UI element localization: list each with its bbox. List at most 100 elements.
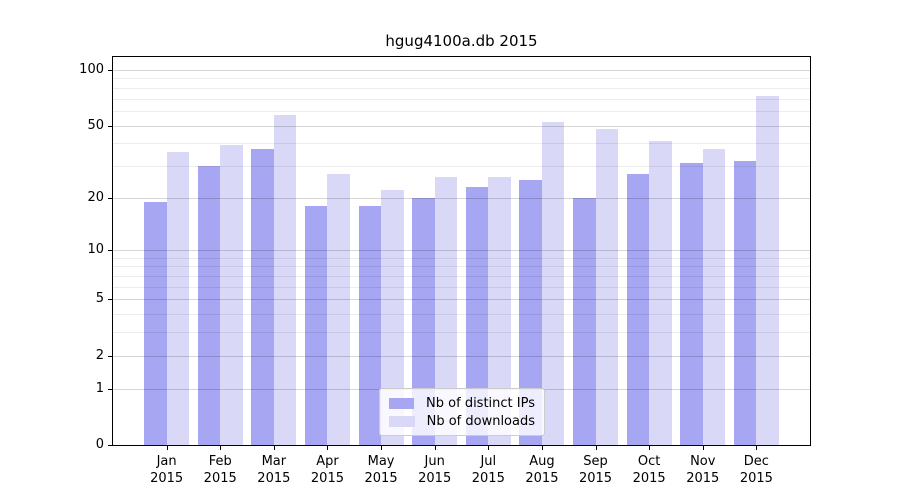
- minor-gridline: [113, 266, 810, 268]
- y-tick: [108, 299, 113, 301]
- y-tick: [108, 125, 113, 127]
- x-label-year: 2015: [578, 471, 613, 486]
- legend: Nb of distinct IPs Nb of downloads: [379, 388, 545, 436]
- x-tick: [488, 446, 490, 450]
- bar-distinct-ips: [197, 165, 221, 445]
- x-label-year: 2015: [632, 471, 666, 486]
- bar-downloads: [381, 190, 404, 445]
- x-label-year: 2015: [418, 471, 452, 486]
- bar-distinct-ips: [733, 160, 757, 445]
- bar-distinct-ips: [573, 197, 596, 445]
- x-tick-label: Apr 2015: [300, 453, 354, 487]
- x-tick-label: Sep 2015: [569, 453, 623, 487]
- bar-distinct-ips: [412, 197, 435, 445]
- x-label-month: Feb: [208, 454, 232, 469]
- x-tick: [649, 446, 651, 450]
- x-tick-label: Dec 2015: [729, 453, 783, 487]
- x-tick: [541, 446, 543, 450]
- minor-gridline: [113, 276, 810, 278]
- x-label-month: May: [367, 454, 395, 469]
- bar-downloads: [649, 141, 672, 445]
- legend-swatch-distinct-ips: [389, 397, 415, 409]
- major-gridline: [113, 197, 810, 199]
- minor-gridline: [113, 257, 810, 259]
- y-tick-label: 10: [87, 242, 104, 258]
- x-label-month: Jul: [480, 454, 497, 469]
- x-tick: [166, 446, 168, 450]
- y-tick-label: 1: [95, 380, 104, 396]
- bar-downloads: [327, 174, 350, 445]
- x-label-month: Nov: [690, 454, 716, 469]
- x-tick-label: May 2015: [354, 453, 408, 487]
- x-tick: [273, 446, 275, 450]
- legend-swatch-downloads: [389, 415, 415, 427]
- legend-label-distinct-ips: Nb of distinct IPs: [426, 395, 535, 411]
- x-tick: [595, 446, 597, 450]
- x-label-year: 2015: [310, 471, 344, 486]
- x-tick-label: Jul 2015: [461, 453, 515, 487]
- bar-distinct-ips: [304, 205, 328, 445]
- x-tick-label: Jun 2015: [408, 453, 462, 487]
- bar-downloads: [702, 149, 726, 445]
- y-tick-label: 20: [87, 189, 104, 205]
- x-tick-label: Oct 2015: [622, 453, 676, 487]
- x-label-year: 2015: [364, 471, 398, 486]
- x-tick-label: Feb 2015: [193, 453, 247, 487]
- bar-distinct-ips: [144, 201, 167, 445]
- x-label-month: Jun: [424, 454, 445, 469]
- x-label-year: 2015: [686, 471, 720, 486]
- bar-distinct-ips: [626, 174, 650, 445]
- legend-label-downloads: Nb of downloads: [426, 413, 535, 429]
- x-tick-label: Nov 2015: [676, 453, 730, 487]
- y-tick-label: 2: [95, 347, 104, 363]
- y-tick: [108, 250, 113, 252]
- bar-distinct-ips: [358, 205, 382, 445]
- bar-distinct-ips: [465, 186, 489, 445]
- major-gridline: [113, 69, 810, 71]
- minor-gridline: [113, 78, 810, 80]
- y-tick: [108, 445, 113, 446]
- x-tick: [702, 446, 704, 450]
- minor-gridline: [113, 110, 810, 112]
- x-label-month: Mar: [261, 454, 287, 469]
- bar-downloads: [541, 122, 565, 445]
- x-label-year: 2015: [203, 471, 237, 486]
- x-tick-label: Mar 2015: [247, 453, 301, 487]
- y-tick: [108, 69, 113, 71]
- x-tick-label: Jan 2015: [140, 453, 194, 487]
- minor-gridline: [113, 332, 810, 334]
- y-tick-label: 5: [95, 291, 104, 307]
- legend-item-distinct-ips: Nb of distinct IPs: [389, 395, 535, 412]
- x-tick: [381, 446, 383, 450]
- x-label-year: 2015: [739, 471, 773, 486]
- x-tick: [434, 446, 436, 450]
- bar-downloads: [273, 115, 297, 445]
- y-tick: [108, 197, 113, 199]
- y-tick-label: 0: [95, 437, 104, 452]
- bar-distinct-ips: [680, 163, 703, 445]
- minor-gridline: [113, 98, 810, 100]
- x-tick: [756, 446, 758, 450]
- x-label-year: 2015: [150, 471, 184, 486]
- y-tick: [108, 355, 113, 357]
- minor-gridline: [113, 286, 810, 288]
- major-gridline: [113, 250, 810, 252]
- major-gridline: [113, 299, 810, 301]
- x-label-year: 2015: [471, 471, 505, 486]
- x-tick: [327, 446, 329, 450]
- x-label-month: Oct: [637, 454, 661, 469]
- x-label-month: Apr: [316, 454, 339, 469]
- bar-downloads: [220, 145, 243, 445]
- minor-gridline: [113, 314, 810, 316]
- bar-distinct-ips: [251, 149, 274, 445]
- x-tick-label: Aug 2015: [515, 453, 569, 487]
- minor-gridline: [113, 143, 810, 145]
- bar-downloads: [756, 96, 779, 445]
- bar-downloads: [166, 151, 190, 445]
- y-tick-label: 50: [87, 117, 104, 133]
- bar-downloads: [434, 177, 458, 445]
- major-gridline: [113, 355, 810, 357]
- x-tick: [220, 446, 222, 450]
- x-label-year: 2015: [257, 471, 291, 486]
